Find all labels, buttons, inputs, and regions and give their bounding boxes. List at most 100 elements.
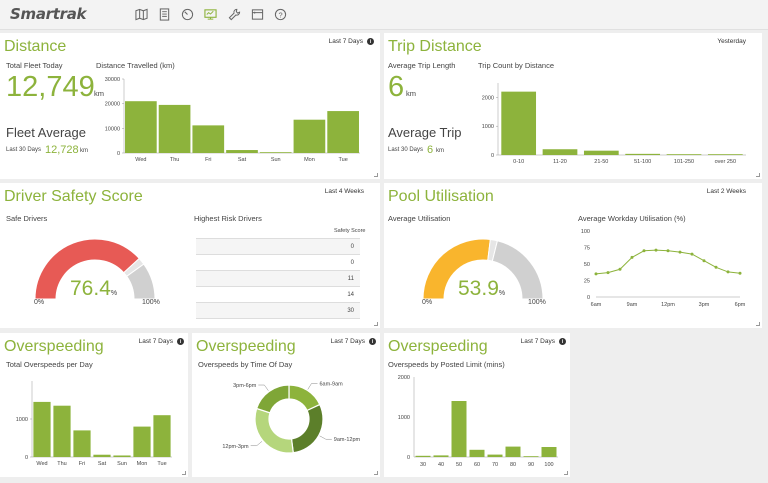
smartrak-logo[interactable]: Smartrak — [10, 5, 87, 23]
fleet-today-unit: km — [94, 89, 104, 98]
document-icon[interactable] — [157, 7, 171, 21]
x-tick-label: Fri — [79, 461, 85, 467]
data-point — [630, 255, 634, 259]
x-tick-label: Thu — [57, 461, 66, 467]
x-tick-label: 3pm — [699, 302, 710, 308]
info-icon[interactable]: i — [369, 338, 376, 345]
overspeeding-per-day-panel: Overspeeding Last 7 Days i Total Overspee… — [0, 333, 188, 477]
resize-handle[interactable] — [564, 471, 568, 475]
table-row[interactable]: 30 — [196, 303, 360, 319]
slice — [290, 403, 324, 454]
chart-title: Trip Count by Distance — [478, 61, 555, 70]
bar — [433, 455, 449, 457]
x-tick-label: 12pm — [661, 302, 675, 308]
bar — [93, 454, 111, 457]
x-tick-label: Fri — [205, 157, 211, 163]
bar — [53, 405, 71, 457]
bar — [133, 426, 151, 457]
monitor-icon[interactable] — [203, 7, 217, 21]
resize-handle[interactable] — [374, 322, 378, 326]
bar — [226, 150, 258, 153]
period-badge[interactable]: Last 7 Days i — [331, 338, 376, 345]
avg-trip-length-label: Average Trip Length — [388, 61, 456, 70]
resize-handle[interactable] — [756, 173, 760, 177]
period-badge[interactable]: Last 4 Weeks — [324, 188, 364, 195]
table-row[interactable]: 0 — [196, 255, 360, 271]
bar — [707, 154, 743, 155]
distance-panel: Distance Last 7 Days i Total Fleet Today … — [0, 33, 380, 179]
y-tick-label: 0 — [25, 455, 28, 461]
period-badge[interactable]: Last 7 Days i — [139, 338, 184, 345]
x-tick-label: over 250 — [715, 159, 736, 165]
panel-title: Pool Utilisation — [388, 188, 494, 205]
wrench-icon[interactable] — [227, 7, 241, 21]
chart-title: Overspeeds by Posted Limit (mins) — [388, 360, 505, 369]
period-badge[interactable]: Last 2 Weeks — [706, 188, 746, 195]
table-row[interactable]: 0 — [196, 239, 360, 255]
x-tick-label: Mon — [304, 157, 315, 163]
x-tick-label: 6pm — [735, 302, 746, 308]
y-tick-label: 100 — [581, 229, 590, 235]
gauge-min: 0% — [422, 299, 433, 306]
slice — [255, 384, 290, 414]
gauge-value: 76.4% — [70, 277, 118, 300]
resize-handle[interactable] — [374, 471, 378, 475]
info-icon[interactable]: i — [559, 338, 566, 345]
data-point — [738, 271, 742, 275]
x-tick-label: 100 — [544, 462, 553, 468]
chart-title: Average Workday Utilisation (%) — [578, 214, 686, 223]
bar — [158, 104, 191, 153]
info-icon[interactable]: i — [177, 338, 184, 345]
resize-handle[interactable] — [182, 471, 186, 475]
distance-bar-chart: 30000 20000 10000 0 Wed Thu Fri Sat Sun Mon Tue — [105, 77, 360, 163]
x-tick-label: 11-20 — [553, 159, 567, 165]
bar — [487, 454, 503, 457]
slice-connector — [307, 383, 318, 390]
period-badge[interactable]: Last 7 Days i — [329, 38, 374, 45]
x-tick-label: Sun — [117, 461, 127, 467]
slice-connector — [250, 441, 263, 447]
y-tick-label: 10000 — [105, 126, 120, 132]
x-tick-label: Mon — [137, 461, 148, 467]
driver-safety-panel: Driver Safety Score Last 4 Weeks Safe Dr… — [0, 183, 380, 328]
bar — [113, 455, 131, 457]
help-icon[interactable]: ? — [273, 7, 287, 21]
x-tick-label: 101-250 — [674, 159, 694, 165]
resize-handle[interactable] — [374, 173, 378, 177]
y-tick-label: 30000 — [105, 77, 120, 83]
bar — [415, 455, 431, 457]
data-point — [726, 270, 730, 274]
x-tick-label: 51-100 — [634, 159, 651, 165]
calendar-icon[interactable] — [250, 7, 264, 21]
last-30-days-label: Last 30 Days — [388, 147, 424, 153]
bar — [666, 154, 702, 155]
slice-label: 9am-12pm — [334, 437, 361, 443]
panel-title: Overspeeding — [196, 338, 296, 355]
panel-title: Trip Distance — [388, 38, 482, 55]
bar — [542, 149, 578, 155]
highest-risk-label: Highest Risk Drivers — [194, 214, 262, 223]
slice-label: 3pm-6pm — [233, 383, 257, 389]
chart-title: Total Overspeeds per Day — [6, 360, 93, 369]
info-icon[interactable]: i — [367, 38, 374, 45]
map-icon[interactable] — [134, 7, 148, 21]
period-badge[interactable]: Last 7 Days i — [521, 338, 566, 345]
y-tick-label: 75 — [584, 246, 590, 252]
x-tick-label: 6am — [591, 302, 602, 308]
x-tick-label: Wed — [36, 461, 47, 467]
table-row[interactable]: 14 — [196, 287, 360, 303]
gauge-remaining-arc — [126, 263, 156, 300]
period-badge[interactable]: Yesterday — [717, 38, 746, 45]
utilisation-gauge — [422, 238, 544, 300]
risk-table: 0 0 11 14 30 — [196, 238, 360, 319]
bar — [541, 447, 557, 457]
slice-connector — [319, 435, 332, 440]
x-tick-label: Sat — [238, 157, 247, 163]
x-tick-label: 60 — [474, 462, 480, 468]
pool-utilisation-panel: Pool Utilisation Last 2 Weeks Average Ut… — [384, 183, 762, 328]
resize-handle[interactable] — [756, 322, 760, 326]
table-row[interactable]: 11 — [196, 271, 360, 287]
gauge-icon[interactable] — [180, 7, 194, 21]
safe-drivers-label: Safe Drivers — [6, 214, 48, 223]
